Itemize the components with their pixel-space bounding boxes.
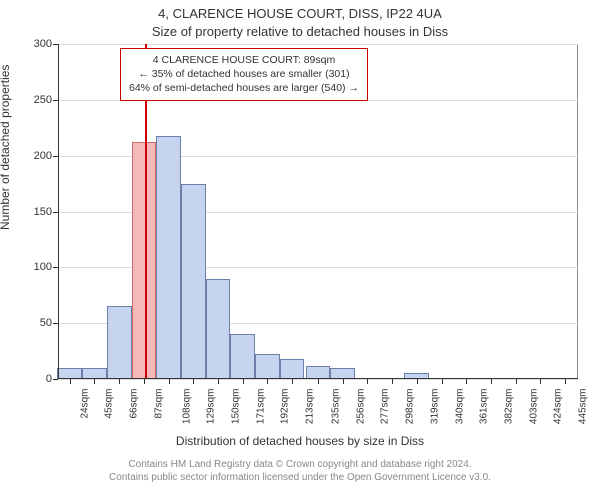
x-axis-line	[58, 378, 578, 379]
annotation-line3: 64% of semi-detached houses are larger (…	[129, 81, 359, 95]
y-tick-label: 150	[34, 206, 58, 218]
y-tick-label: 50	[40, 317, 58, 329]
histogram-bar	[107, 306, 132, 379]
x-tick-mark	[466, 379, 467, 384]
annotation-line2: ← 35% of detached houses are smaller (30…	[129, 67, 359, 81]
gridline	[58, 44, 578, 45]
x-tick-mark	[318, 379, 319, 384]
x-tick-label: 319sqm	[429, 389, 440, 425]
x-tick-mark	[243, 379, 244, 384]
footer-line1: Contains HM Land Registry data © Crown c…	[0, 458, 600, 471]
x-tick-label: 24sqm	[79, 389, 90, 419]
x-tick-mark	[218, 379, 219, 384]
y-axis-line	[58, 44, 59, 379]
x-tick-mark	[343, 379, 344, 384]
footer-attribution: Contains HM Land Registry data © Crown c…	[0, 458, 600, 484]
x-tick-label: 424sqm	[553, 389, 564, 425]
x-tick-label: 66sqm	[129, 389, 140, 419]
histogram-bar	[181, 184, 206, 379]
histogram-bar	[306, 366, 331, 379]
x-tick-mark	[292, 379, 293, 384]
y-tick-label: 250	[34, 94, 58, 106]
x-tick-label: 277sqm	[380, 389, 391, 425]
x-tick-mark	[417, 379, 418, 384]
x-tick-mark	[491, 379, 492, 384]
page-title-line1: 4, CLARENCE HOUSE COURT, DISS, IP22 4UA	[0, 6, 600, 21]
y-tick-label: 200	[34, 150, 58, 162]
histogram-bar	[206, 279, 231, 380]
annotation-line1: 4 CLARENCE HOUSE COURT: 89sqm	[129, 53, 359, 67]
x-tick-mark	[392, 379, 393, 384]
annotation-box: 4 CLARENCE HOUSE COURT: 89sqm ← 35% of d…	[120, 48, 368, 101]
y-tick-label: 100	[34, 261, 58, 273]
footer-line2: Contains public sector information licen…	[0, 471, 600, 484]
x-tick-mark	[169, 379, 170, 384]
x-tick-mark	[267, 379, 268, 384]
x-tick-label: 87sqm	[153, 389, 164, 419]
x-tick-label: 298sqm	[404, 389, 415, 425]
x-tick-label: 235sqm	[330, 389, 341, 425]
x-tick-label: 340sqm	[454, 389, 465, 425]
histogram-bar	[156, 136, 181, 379]
x-tick-mark	[565, 379, 566, 384]
x-tick-mark	[516, 379, 517, 384]
x-tick-mark	[540, 379, 541, 384]
x-tick-label: 129sqm	[206, 389, 217, 425]
x-tick-label: 382sqm	[503, 389, 514, 425]
x-tick-label: 213sqm	[304, 389, 315, 425]
page-title-line2: Size of property relative to detached ho…	[0, 24, 600, 39]
x-tick-mark	[442, 379, 443, 384]
x-tick-mark	[193, 379, 194, 384]
x-axis-label: Distribution of detached houses by size …	[0, 434, 600, 448]
x-tick-label: 45sqm	[104, 389, 115, 419]
histogram-bar	[230, 334, 255, 379]
y-tick-label: 300	[34, 38, 58, 50]
y-tick-label: 0	[46, 373, 58, 385]
histogram-bar	[255, 354, 280, 379]
histogram-bar	[132, 142, 157, 379]
x-tick-mark	[119, 379, 120, 384]
x-tick-label: 150sqm	[230, 389, 241, 425]
x-tick-label: 403sqm	[528, 389, 539, 425]
x-tick-mark	[94, 379, 95, 384]
x-tick-label: 361sqm	[479, 389, 490, 425]
x-tick-label: 171sqm	[255, 389, 266, 425]
x-tick-mark	[144, 379, 145, 384]
x-tick-label: 445sqm	[577, 389, 588, 425]
y-axis-label: Number of detached properties	[0, 65, 12, 230]
x-tick-label: 192sqm	[280, 389, 291, 425]
x-tick-mark	[70, 379, 71, 384]
histogram-bar	[280, 359, 305, 379]
x-tick-label: 256sqm	[355, 389, 366, 425]
x-tick-label: 108sqm	[181, 389, 192, 425]
x-tick-mark	[367, 379, 368, 384]
